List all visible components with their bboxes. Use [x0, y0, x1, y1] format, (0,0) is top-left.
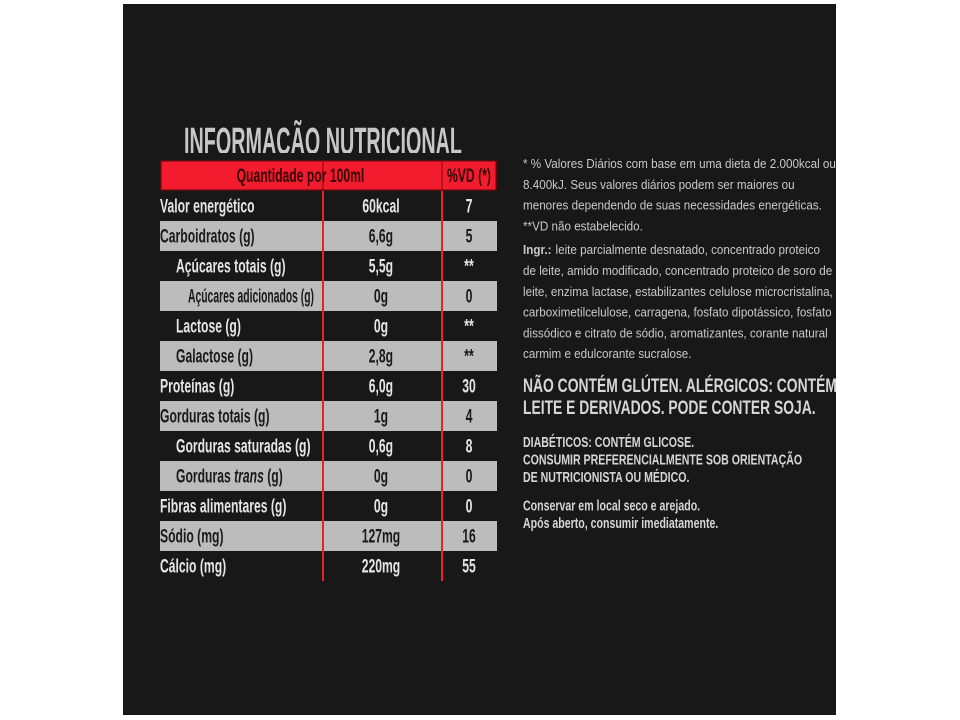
svg-text:LEITE E DERIVADOS. PODE CONTER: LEITE E DERIVADOS. PODE CONTER SOJA.	[523, 398, 816, 419]
svg-text:carmim e edulcorante sucralose: carmim e edulcorante sucralose.	[523, 346, 692, 361]
svg-text:0g: 0g	[374, 467, 388, 488]
svg-text:Ingr.:: Ingr.:	[523, 242, 552, 257]
svg-text:**: **	[464, 317, 474, 338]
svg-text:5,5g: 5,5g	[369, 257, 393, 278]
svg-text:Após aberto, consumir imediata: Após aberto, consumir imediatamente.	[523, 516, 718, 532]
svg-text:Açúcares adicionados (g): Açúcares adicionados (g)	[188, 287, 314, 308]
svg-text:**VD não estabelecido.: **VD não estabelecido.	[523, 218, 643, 233]
svg-text:**: **	[464, 347, 474, 368]
svg-text:CONSUMIR PREFERENCIALMENTE SOB: CONSUMIR PREFERENCIALMENTE SOB ORIENTAÇÃ…	[523, 451, 802, 469]
svg-text:5: 5	[466, 227, 473, 248]
svg-text:4: 4	[466, 407, 473, 428]
svg-text:2,8g: 2,8g	[369, 347, 393, 368]
svg-text:0,6g: 0,6g	[369, 437, 393, 458]
svg-text:INFORMAÇÃO NUTRICIONAL: INFORMAÇÃO NUTRICIONAL	[184, 119, 462, 153]
svg-text:Conservar em local seco e arej: Conservar em local seco e arejado.	[523, 499, 700, 515]
svg-text:Quantidade por 100ml: Quantidade por 100ml	[237, 166, 365, 187]
svg-text:127mg: 127mg	[362, 527, 401, 548]
svg-text:0: 0	[466, 287, 473, 308]
svg-text:30: 30	[462, 377, 476, 398]
svg-text:* % Valores Diários com base e: * % Valores Diários com base em uma diet…	[523, 156, 836, 171]
svg-text:Lactose (g): Lactose (g)	[176, 317, 241, 338]
svg-text:**: **	[464, 257, 474, 278]
svg-text:8: 8	[466, 437, 473, 458]
svg-text:carboximetilcelulose, carragen: carboximetilcelulose, carragena, fosfato…	[523, 305, 832, 320]
svg-text:Fibras alimentares (g): Fibras alimentares (g)	[160, 497, 286, 518]
svg-text:8.400kJ. Seus valores diários: 8.400kJ. Seus valores diários podem ser …	[523, 177, 795, 192]
svg-text:Gorduras totais (g): Gorduras totais (g)	[160, 407, 270, 428]
svg-text:55: 55	[462, 557, 476, 578]
svg-text:0g: 0g	[374, 497, 388, 518]
svg-text:Cálcio (mg): Cálcio (mg)	[160, 557, 226, 578]
svg-text:60kcal: 60kcal	[362, 197, 399, 218]
svg-text:Galactose (g): Galactose (g)	[176, 347, 253, 368]
svg-text:leite, enzima lactase, estabil: leite, enzima lactase, estabilizantes ce…	[523, 284, 833, 299]
svg-text:Sódio (mg): Sódio (mg)	[160, 527, 224, 548]
svg-text:7: 7	[466, 197, 473, 218]
svg-text:NÃO CONTÉM GLÚTEN. ALÉRGICOS:: NÃO CONTÉM GLÚTEN. ALÉRGICOS: CONTÉM	[523, 375, 836, 397]
svg-text:DE NUTRICIONISTA OU MÉDICO.: DE NUTRICIONISTA OU MÉDICO.	[523, 469, 689, 486]
svg-text:220mg: 220mg	[362, 557, 401, 578]
svg-text:leite parcialmente desnatado,: leite parcialmente desnatado, concentrad…	[556, 242, 821, 257]
svg-text:dissódico e citrato de sódio,: dissódico e citrato de sódio, aromatizan…	[523, 325, 828, 340]
svg-text:DIABÉTICOS: CONTÉM GLICOSE.: DIABÉTICOS: CONTÉM GLICOSE.	[523, 434, 694, 451]
svg-text:Proteínas (g): Proteínas (g)	[160, 377, 234, 398]
svg-text:0: 0	[466, 467, 473, 488]
svg-text:de leite, amido modificado, co: de leite, amido modificado, concentrado …	[523, 263, 832, 278]
svg-text:Carboidratos (g): Carboidratos (g)	[160, 227, 255, 248]
svg-text:Açúcares totais (g): Açúcares totais (g)	[176, 257, 286, 278]
svg-text:6,6g: 6,6g	[369, 227, 393, 248]
svg-text:%VD (*): %VD (*)	[447, 166, 491, 187]
svg-text:menores dependendo de suas nec: menores dependendo de suas necessidades …	[523, 198, 822, 213]
svg-text:1g: 1g	[374, 407, 388, 428]
svg-text:Gorduras trans (g): Gorduras trans (g)	[176, 467, 283, 488]
svg-text:0g: 0g	[374, 317, 388, 338]
svg-text:6,0g: 6,0g	[369, 377, 393, 398]
svg-text:0: 0	[466, 497, 473, 518]
svg-text:0g: 0g	[374, 287, 388, 308]
svg-text:Valor energético: Valor energético	[160, 197, 255, 218]
svg-text:Gorduras saturadas (g): Gorduras saturadas (g)	[176, 437, 311, 458]
svg-text:16: 16	[462, 527, 476, 548]
